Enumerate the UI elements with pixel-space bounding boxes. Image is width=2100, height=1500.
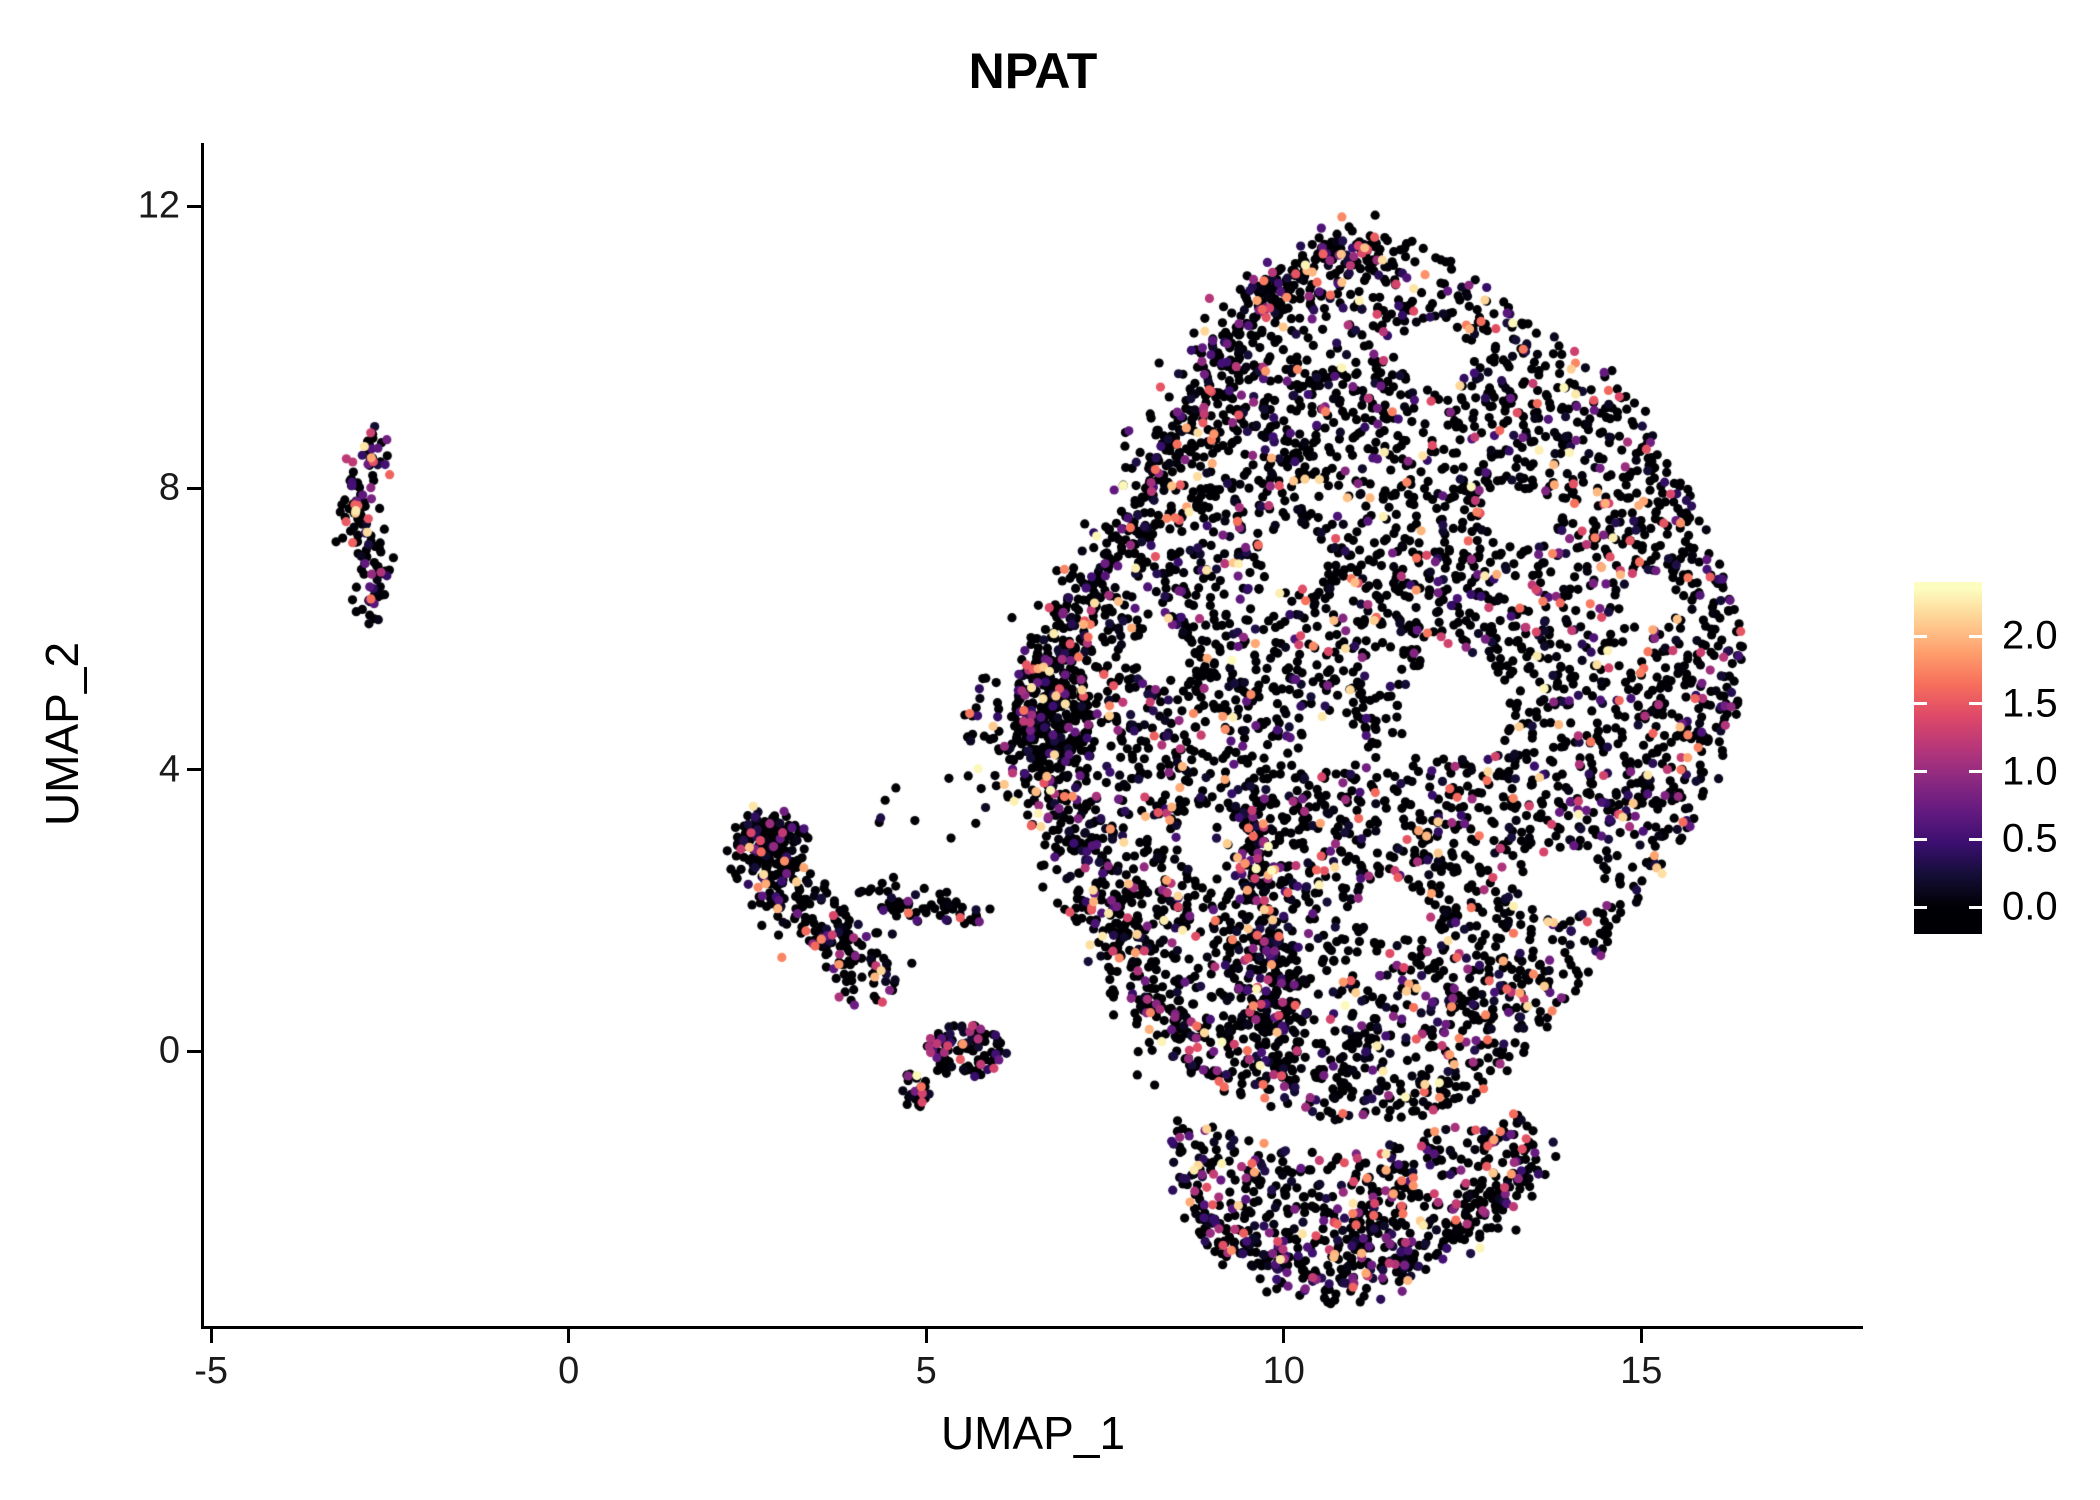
y-axis-title: UMAP_2 — [36, 641, 88, 827]
colorbar-tick-mark — [1914, 770, 1927, 773]
colorbar-gradient — [1914, 582, 1982, 934]
colorbar-tick-mark — [1969, 837, 1982, 841]
colorbar-tick-mark — [1914, 702, 1927, 706]
colorbar-tick-mark — [1914, 634, 1927, 638]
colorbar-tick-mark — [1969, 905, 1982, 909]
colorbar-tick-mark — [1969, 634, 1982, 638]
colorbar-tick-mark — [1969, 770, 1982, 773]
x-axis-line — [201, 1326, 1863, 1329]
y-axis-line — [201, 143, 204, 1329]
x-axis-title: UMAP_1 — [940, 1407, 1126, 1459]
colorbar-tick-mark — [1914, 837, 1927, 841]
colorbar-ticks — [1914, 582, 1982, 934]
colorbar-tick-mark — [1969, 702, 1982, 706]
colorbar — [1914, 582, 1982, 934]
colorbar-tick-mark — [1914, 905, 1927, 909]
